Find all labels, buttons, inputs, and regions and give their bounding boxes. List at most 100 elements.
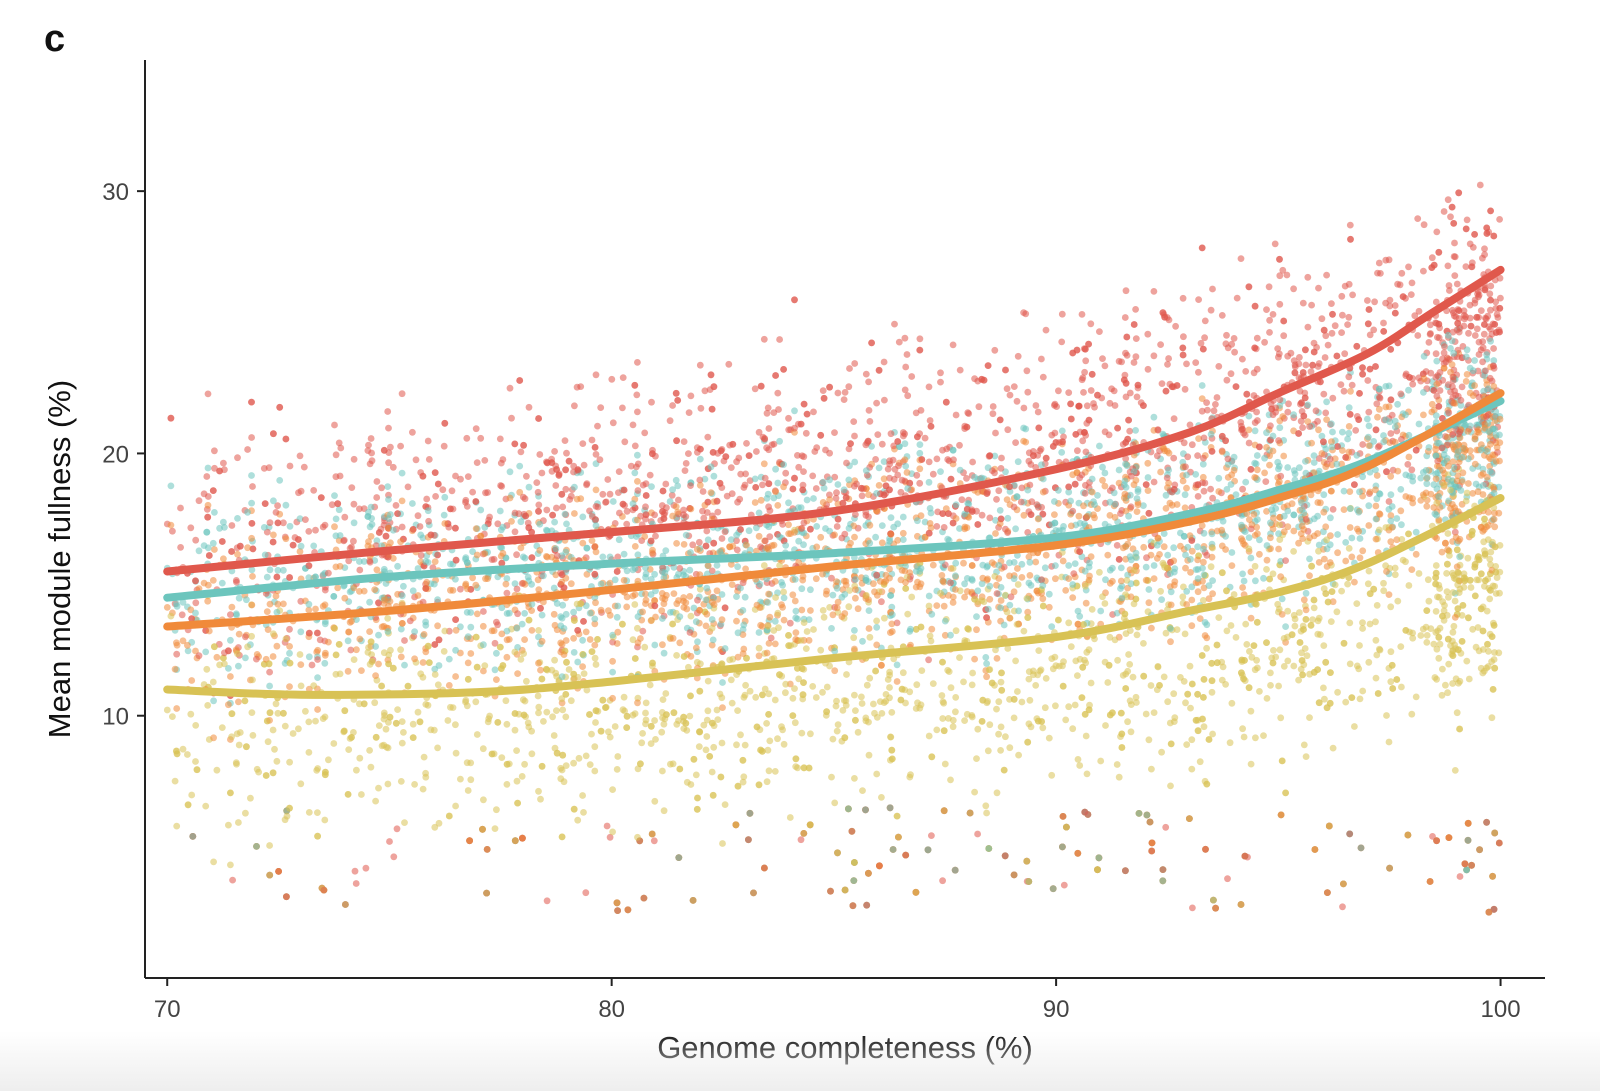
scatter-point	[467, 650, 475, 657]
scatter-point	[1408, 710, 1416, 718]
scatter-point	[1072, 657, 1080, 665]
scatter-point	[1240, 577, 1248, 585]
scatter-point	[642, 492, 650, 499]
scatter-point	[1320, 642, 1328, 649]
scatter-point	[1458, 638, 1466, 645]
scatter-point	[1398, 536, 1406, 543]
scatter-point	[785, 414, 792, 422]
scatter-point	[968, 681, 976, 689]
scatter-point	[263, 608, 271, 615]
scatter-point	[792, 755, 800, 763]
scatter-point	[973, 613, 980, 620]
scatter-point	[1425, 597, 1433, 605]
scatter-point	[1276, 255, 1283, 263]
scatter-point	[807, 525, 814, 533]
scatter-point	[1200, 571, 1208, 579]
scatter-point	[858, 693, 865, 701]
scatter-point	[1181, 630, 1189, 638]
scatter-point	[1323, 545, 1331, 553]
scatter-point	[925, 656, 932, 664]
scatter-point	[1471, 332, 1479, 339]
scatter-point	[1085, 646, 1093, 654]
scatter-point	[347, 646, 355, 654]
scatter-point	[1088, 606, 1096, 613]
scatter-point	[891, 320, 898, 328]
scatter-point	[820, 484, 828, 492]
scatter-point	[865, 378, 872, 386]
scatter-point	[1148, 839, 1156, 847]
scatter-point	[445, 655, 453, 663]
scatter-point	[703, 733, 711, 740]
scatter-point	[1334, 531, 1341, 538]
scatter-point	[266, 871, 274, 879]
scatter-point	[551, 656, 558, 664]
scatter-point	[1111, 402, 1119, 409]
scatter-point	[269, 538, 277, 546]
scatter-point	[1150, 478, 1158, 486]
scatter-point	[1230, 591, 1238, 598]
scatter-point	[1326, 559, 1334, 566]
scatter-point	[296, 651, 304, 658]
scatter-point	[1079, 663, 1087, 671]
scatter-point	[1405, 431, 1413, 439]
scatter-point	[1432, 350, 1440, 358]
scatter-point	[639, 730, 646, 737]
scatter-point	[494, 520, 502, 528]
scatter-point	[851, 627, 858, 634]
scatter-point	[384, 408, 392, 415]
scatter-point	[692, 771, 700, 779]
scatter-point	[524, 719, 532, 727]
scatter-point	[964, 625, 972, 632]
scatter-point	[983, 809, 990, 817]
scatter-point	[1208, 677, 1216, 685]
scatter-point	[604, 476, 612, 483]
scatter-point	[244, 446, 252, 453]
scatter-point	[619, 374, 627, 381]
scatter-point	[878, 598, 885, 606]
scatter-point	[1006, 696, 1013, 703]
scatter-point	[851, 360, 859, 367]
scatter-point	[805, 637, 813, 644]
scatter-point	[1133, 508, 1141, 515]
scatter-point	[1076, 612, 1084, 620]
scatter-point	[1142, 563, 1150, 571]
scatter-point	[1247, 525, 1255, 533]
scatter-point	[1385, 738, 1393, 746]
scatter-point	[873, 399, 880, 407]
scatter-point	[1232, 383, 1240, 390]
scatter-point	[1251, 459, 1259, 467]
scatter-point	[1038, 718, 1045, 725]
scatter-point	[1460, 307, 1468, 315]
scatter-point	[609, 498, 617, 505]
scatter-point	[167, 612, 175, 620]
scatter-point	[614, 753, 622, 760]
scatter-point	[1196, 758, 1204, 766]
scatter-point	[713, 587, 721, 595]
scatter-point	[721, 528, 729, 536]
scatter-point	[1435, 248, 1443, 256]
scatter-point	[893, 661, 901, 669]
scatter-point	[570, 759, 577, 767]
scatter-point	[270, 531, 277, 539]
scatter-point	[670, 709, 678, 717]
scatter-point	[780, 616, 788, 624]
scatter-point	[659, 487, 667, 495]
scatter-point	[235, 698, 242, 706]
scatter-point	[1181, 491, 1189, 499]
scatter-point	[322, 768, 329, 776]
scatter-point	[1345, 313, 1353, 321]
scatter-point	[1058, 310, 1066, 318]
scatter-point	[956, 466, 964, 474]
scatter-point	[785, 521, 792, 529]
scatter-point	[228, 603, 236, 611]
scatter-point	[682, 531, 690, 539]
scatter-point	[1034, 503, 1042, 511]
scatter-point	[282, 435, 290, 443]
scatter-point	[1430, 504, 1438, 511]
scatter-point	[1451, 253, 1459, 261]
scatter-point	[1113, 761, 1121, 768]
scatter-point	[372, 797, 379, 805]
scatter-point	[1420, 375, 1428, 383]
scatter-point	[675, 496, 682, 504]
scatter-point	[737, 470, 745, 478]
